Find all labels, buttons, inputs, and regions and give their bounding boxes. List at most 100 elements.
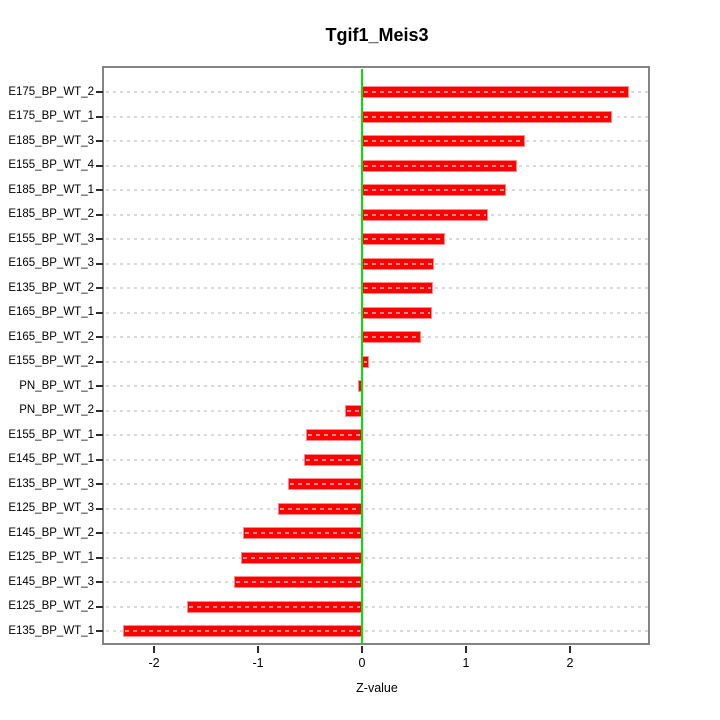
y-axis-label: E165_BP_WT_1 — [8, 306, 94, 318]
y-axis-label: E165_BP_WT_2 — [8, 330, 94, 343]
x-axis-tick — [569, 646, 571, 653]
x-axis-label: Z-value — [356, 681, 398, 695]
y-axis-label: E135_BP_WT_1 — [8, 624, 94, 637]
y-axis-tick — [96, 556, 103, 559]
bar — [362, 135, 525, 147]
y-axis-tick — [96, 164, 103, 167]
y-axis-label: E185_BP_WT_3 — [8, 134, 94, 147]
bar — [187, 600, 362, 613]
y-axis-tick — [96, 115, 103, 118]
y-axis-tick — [96, 409, 103, 412]
bar — [362, 159, 517, 172]
row-gridline — [106, 409, 648, 412]
bar-stripe — [364, 262, 432, 265]
y-axis-tick — [96, 238, 103, 240]
x-axis-tick — [465, 646, 467, 653]
y-axis-label: E135_BP_WT_2 — [8, 281, 94, 294]
bar-stripe — [245, 532, 360, 534]
bar-stripe — [364, 311, 430, 314]
y-axis-label: PN_BP_WT_1 — [19, 379, 94, 392]
y-axis-label: E125_BP_WT_2 — [8, 600, 94, 612]
x-axis-tick — [257, 646, 259, 653]
bar-stripe — [364, 164, 515, 167]
row-gridline — [106, 360, 648, 363]
y-axis-tick — [96, 336, 103, 338]
bar-stripe — [364, 287, 431, 289]
x-axis-tick-label: 1 — [462, 656, 470, 670]
zero-line — [361, 69, 363, 644]
y-axis-label: PN_BP_WT_2 — [19, 404, 94, 416]
y-axis-label: E155_BP_WT_3 — [8, 232, 94, 245]
bar-stripe — [364, 238, 443, 240]
bar — [278, 502, 362, 515]
y-axis-label: E155_BP_WT_1 — [8, 428, 94, 441]
bar-stripe — [364, 213, 486, 216]
y-axis-tick — [96, 262, 103, 265]
y-axis-label: E125_BP_WT_1 — [8, 551, 94, 563]
row-gridline — [106, 556, 648, 559]
y-axis-tick — [96, 483, 103, 485]
y-axis-label: E145_BP_WT_1 — [8, 453, 94, 465]
bar — [243, 527, 362, 539]
bar-stripe — [364, 360, 367, 363]
bar — [362, 110, 612, 123]
y-axis-tick — [96, 507, 103, 510]
bar — [306, 429, 362, 441]
bar-stripe — [364, 189, 504, 191]
bar-stripe — [364, 91, 627, 93]
bar — [362, 208, 488, 221]
bar — [304, 453, 362, 466]
bar — [241, 551, 362, 564]
bar — [234, 576, 362, 588]
bar — [362, 184, 506, 196]
bar-stripe — [125, 630, 360, 632]
bar — [362, 306, 432, 319]
y-axis-label: E165_BP_WT_3 — [8, 257, 94, 269]
y-axis-tick — [96, 532, 103, 534]
y-axis-tick — [96, 311, 103, 314]
bar-stripe — [364, 115, 610, 118]
bar-stripe — [306, 458, 360, 461]
bar — [345, 404, 362, 417]
y-axis-tick — [96, 605, 103, 608]
y-axis-label: E145_BP_WT_2 — [8, 526, 94, 539]
row-gridline — [106, 483, 648, 485]
bar — [362, 233, 445, 245]
row-gridline — [106, 458, 648, 461]
y-axis-tick — [96, 91, 103, 93]
x-axis-tick — [361, 646, 363, 653]
y-axis-tick — [96, 213, 103, 216]
y-axis-tick — [96, 630, 103, 632]
bar — [362, 282, 433, 294]
x-axis-tick-label: 2 — [566, 656, 574, 670]
bar — [362, 86, 629, 98]
y-axis-tick — [96, 458, 103, 461]
bar — [362, 331, 421, 343]
bar-stripe — [280, 507, 360, 510]
x-axis-tick-label: 0 — [358, 656, 366, 670]
bar-stripe — [243, 556, 360, 559]
y-axis-tick — [96, 434, 103, 436]
y-axis-tick — [96, 581, 103, 583]
y-axis-label: E155_BP_WT_4 — [8, 159, 94, 171]
bar-stripe — [308, 434, 360, 436]
row-gridline — [106, 434, 648, 436]
bar-stripe — [290, 483, 360, 485]
y-axis-label: E175_BP_WT_1 — [8, 110, 94, 122]
y-axis-tick — [96, 189, 103, 191]
row-gridline — [106, 385, 648, 387]
bar — [288, 478, 362, 490]
bar-stripe — [189, 605, 360, 608]
y-axis-label: E145_BP_WT_3 — [8, 575, 94, 588]
bar-stripe — [364, 336, 419, 338]
bar-stripe — [236, 581, 360, 583]
row-gridline — [106, 581, 648, 583]
y-axis-label: E185_BP_WT_1 — [8, 183, 94, 196]
y-axis-tick — [96, 385, 103, 387]
bar — [362, 257, 434, 270]
y-axis-label: E185_BP_WT_2 — [8, 208, 94, 220]
y-axis-label: E135_BP_WT_3 — [8, 477, 94, 490]
bar-stripe — [347, 409, 360, 412]
bar — [362, 355, 369, 368]
